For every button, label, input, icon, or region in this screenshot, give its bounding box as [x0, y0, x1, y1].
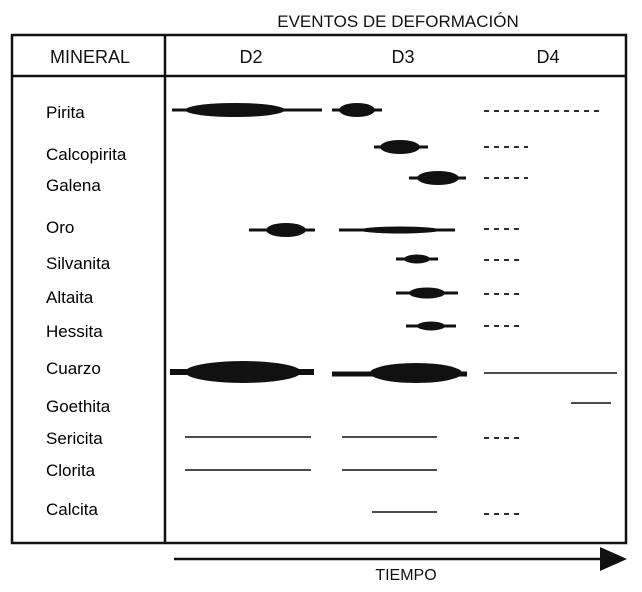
- mineral-label-clorita: Clorita: [46, 461, 96, 480]
- table-frame: [10, 33, 628, 545]
- diagram-title: EVENTOS DE DEFORMACIÓN: [277, 12, 519, 31]
- mineral-column-header: MINERAL: [50, 47, 130, 67]
- bars-altaita: [396, 287, 520, 299]
- bars-galena: [409, 171, 528, 185]
- event-header-d4: D4: [536, 47, 559, 67]
- mineral-label-galena: Galena: [46, 176, 101, 195]
- mineral-label-hessita: Hessita: [46, 322, 103, 341]
- time-arrow: [174, 547, 627, 571]
- oro-d2-lens: [266, 223, 306, 237]
- bars-pirita: [172, 103, 604, 117]
- cuarzo-d2-lens: [185, 361, 301, 383]
- bars-sericita: [185, 436, 520, 439]
- event-header-d2: D2: [239, 47, 262, 67]
- pirita-d3-lens: [339, 103, 375, 117]
- bars-hessita: [406, 321, 520, 331]
- time-label: TIEMPO: [375, 567, 436, 584]
- oro-d3-lens: [360, 226, 440, 234]
- bars-calcopirita: [374, 140, 528, 154]
- mineral-label-altaita: Altaita: [46, 288, 94, 307]
- mineral-label-silvanita: Silvanita: [46, 254, 111, 273]
- mineral-label-pirita: Pirita: [46, 103, 85, 122]
- mineral-label-sericita: Sericita: [46, 429, 103, 448]
- event-header-d3: D3: [391, 47, 414, 67]
- calcopirita-d3-lens: [380, 140, 420, 154]
- bars-cuarzo: [170, 361, 617, 383]
- time-arrow-head-icon: [600, 547, 627, 571]
- mineral-label-calcita: Calcita: [46, 500, 99, 519]
- silvanita-d3-lens: [404, 254, 430, 264]
- cuarzo-d3-lens: [370, 363, 462, 383]
- mineral-label-goethita: Goethita: [46, 397, 111, 416]
- bars-silvanita: [396, 254, 520, 264]
- galena-d3-lens: [417, 171, 459, 185]
- mineral-label-calcopirita: Calcopirita: [46, 145, 127, 164]
- mineral-label-oro: Oro: [46, 218, 74, 237]
- mineral-labels: Pirita Calcopirita Galena Oro Silvanita …: [46, 103, 127, 519]
- bars-calcita: [372, 511, 520, 515]
- paragenesis-bars: [170, 103, 617, 515]
- bars-oro: [249, 223, 520, 237]
- pirita-d2-lens: [185, 103, 285, 117]
- mineral-label-cuarzo: Cuarzo: [46, 359, 101, 378]
- altaita-d3-lens: [409, 287, 445, 299]
- hessita-d3-lens: [417, 321, 445, 331]
